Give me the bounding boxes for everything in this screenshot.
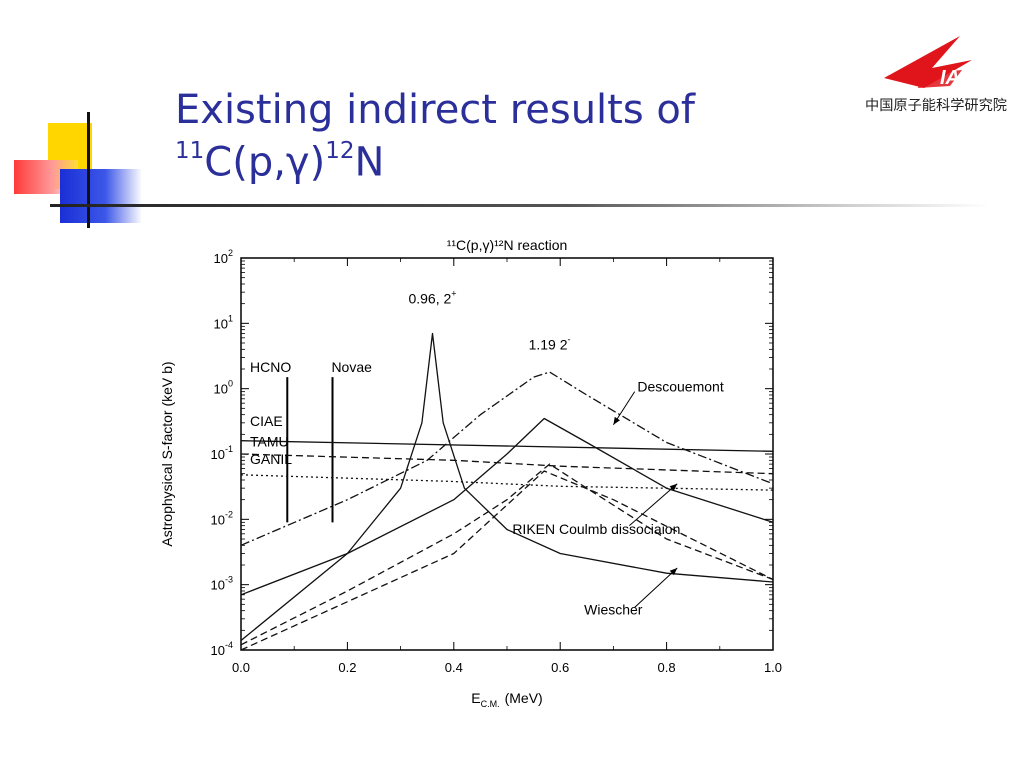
x-tick-label: 1.0 xyxy=(764,660,782,675)
y-tick-label: 10-3 xyxy=(211,575,233,593)
y-tick-label: 10-1 xyxy=(211,444,233,462)
annotation-label: Novae xyxy=(331,359,372,375)
y-axis-label: Astrophysical S-factor (keV b) xyxy=(159,361,175,546)
x-tick-label: 0.0 xyxy=(232,660,250,675)
x-tick-label: 0.6 xyxy=(551,660,569,675)
y-tick-label: 10-4 xyxy=(211,640,233,658)
annotation-label: CIAE xyxy=(250,413,283,429)
chart-title: ¹¹C(p,γ)¹²N reaction xyxy=(447,237,568,253)
annotation-label: GANIL xyxy=(250,451,292,467)
logo-text: IAE xyxy=(940,67,974,89)
ciae-logo: IAE 中国原子能科学研究院 xyxy=(865,36,1007,114)
x-tick-labels: 0.0 0.2 0.4 0.6 0.8 1.0 xyxy=(232,660,782,675)
series-line-7 xyxy=(240,474,774,491)
series-curves xyxy=(240,332,774,651)
title-reaction-part-3: N xyxy=(354,139,385,186)
logo-subtitle: 中国原子能科学研究院 xyxy=(865,98,1007,114)
x-tick-label: 0.4 xyxy=(445,660,463,675)
slide-title: Existing indirect results of 11C(p,γ)12N xyxy=(175,88,695,184)
annotation-label: Wiescher xyxy=(584,601,643,617)
x-tick-label: 0.2 xyxy=(338,660,356,675)
vertical-markers xyxy=(286,377,334,523)
arrow-head xyxy=(669,567,678,576)
annotation-label: RIKEN Coulmb dissociaion xyxy=(512,521,680,537)
arrow-shaft xyxy=(629,483,678,527)
title-sup-mass-1: 11 xyxy=(175,138,205,164)
annotation-label: 0.96, 2+ xyxy=(408,289,456,307)
y-tick-label: 100 xyxy=(214,379,233,397)
y-tick-label: 101 xyxy=(214,313,233,331)
series-line-8 xyxy=(240,470,774,651)
title-sup-mass-2: 12 xyxy=(325,138,355,164)
decor-blue-square xyxy=(60,169,142,223)
title-line-2: 11C(p,γ)12N xyxy=(175,132,695,184)
series-line-4 xyxy=(240,463,774,646)
title-reaction-part-1: C(p, xyxy=(204,139,286,186)
arrow-head xyxy=(669,483,678,491)
series-line-3 xyxy=(240,371,774,546)
title-reaction-part-2: ) xyxy=(309,139,326,186)
x-tick-label: 0.8 xyxy=(658,660,676,675)
axis-ticks xyxy=(240,257,774,651)
series-line-2 xyxy=(240,417,774,596)
annotation-label: 1.19 2- xyxy=(529,334,571,352)
y-tick-label: 10-2 xyxy=(211,509,233,527)
x-axis-label: EC.M. (MeV) xyxy=(471,690,542,709)
logo-wing-shape xyxy=(884,36,972,88)
annotation-label: HCNO xyxy=(250,359,291,375)
title-divider-line xyxy=(50,204,990,207)
series-line-6 xyxy=(240,453,774,475)
title-line-1: Existing indirect results of xyxy=(175,87,695,133)
x-axis-label-sub: C.M. xyxy=(481,699,500,709)
y-tick-label: 102 xyxy=(214,248,233,266)
title-gamma: γ xyxy=(285,139,310,186)
y-tick-labels: 10-4 10-3 10-2 10-1 100 101 102 xyxy=(211,248,233,658)
series-line-1 xyxy=(240,332,774,642)
x-axis-label-main: E xyxy=(471,690,480,706)
arrow-shaft xyxy=(634,567,678,608)
arrow-head xyxy=(613,416,621,425)
annotation-arrows xyxy=(612,391,678,608)
decor-vertical-line xyxy=(87,112,90,228)
series-line-5 xyxy=(240,440,774,452)
x-axis-label-unit: (MeV) xyxy=(505,690,543,706)
annotation-label: TAMU xyxy=(250,434,289,450)
logo-wing-lower xyxy=(918,70,962,88)
annotation-label: Descouemont xyxy=(637,379,723,395)
